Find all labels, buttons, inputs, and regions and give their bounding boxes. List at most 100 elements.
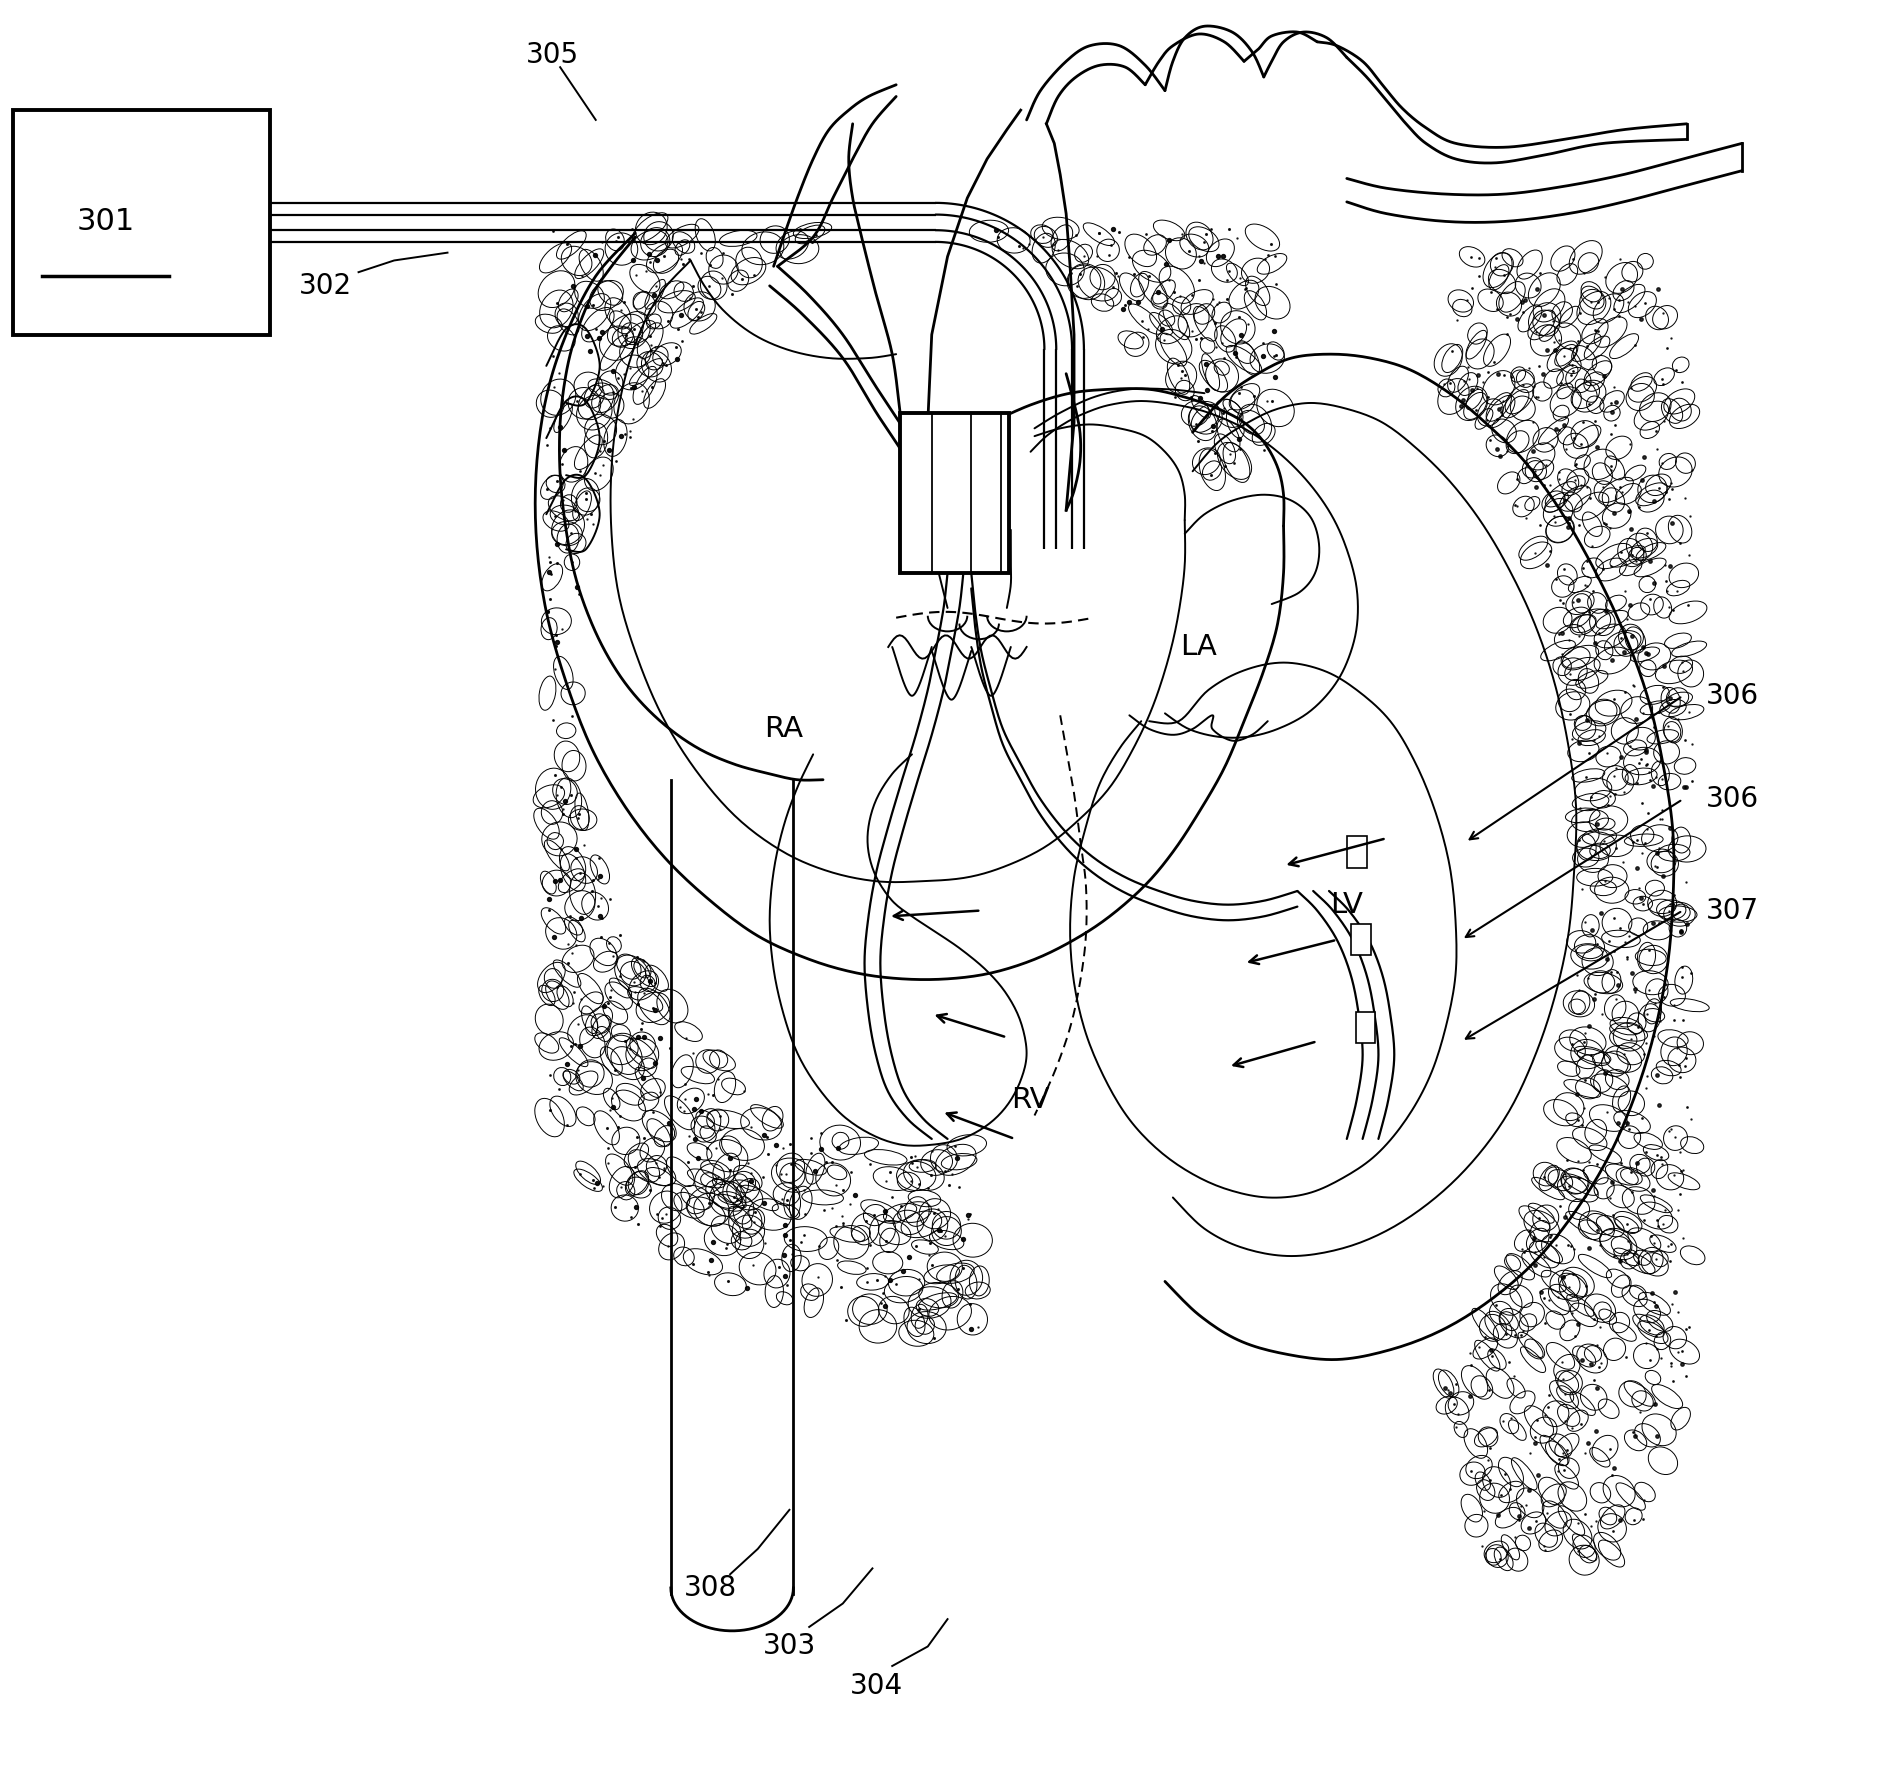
Point [1625,884,1656,912]
Point [1503,1502,1534,1531]
Point [1572,1272,1602,1301]
Point [1229,274,1260,303]
Point [1564,299,1595,328]
Point [535,549,565,577]
Point [1638,772,1669,800]
Point [1667,658,1697,686]
Point [900,1142,931,1171]
Point [1659,1160,1690,1189]
Point [1631,1062,1661,1091]
Point [539,217,569,246]
Point [1570,1066,1600,1094]
Point [540,761,571,789]
Point [611,321,641,349]
Point [601,446,632,474]
Text: 308: 308 [683,1574,736,1602]
Point [668,249,698,278]
Point [771,1262,801,1290]
Point [1258,317,1288,346]
Point [618,1153,649,1181]
Point [1231,274,1262,303]
Point [628,946,658,975]
Point [1456,1458,1486,1486]
Point [816,1194,847,1222]
Point [1534,470,1564,499]
Point [1646,449,1677,478]
Point [1484,1545,1515,1574]
Point [1519,1224,1549,1253]
Point [645,1212,676,1240]
Point [1553,1231,1583,1260]
Point [1646,764,1677,793]
Point [1673,1312,1703,1340]
Point [763,1253,794,1281]
Point [609,360,639,388]
Point [594,928,624,957]
Point [853,1255,883,1283]
Point [913,1240,944,1269]
Point [1555,699,1585,727]
Point [1256,230,1286,258]
Point [1654,896,1684,925]
Point [1203,242,1233,271]
Point [1469,1324,1500,1353]
Point [1104,262,1134,290]
Point [1669,772,1699,800]
Point [1589,827,1619,855]
Point [1648,1210,1678,1238]
Point [1226,435,1256,463]
Point [748,1121,778,1149]
Text: RA: RA [763,715,803,743]
Point [1492,321,1522,349]
Point [1572,572,1602,601]
Point [596,977,626,1005]
Text: RV: RV [1010,1085,1050,1114]
Point [1528,360,1559,388]
Point [805,1135,835,1164]
Point [1612,1238,1642,1267]
Point [1163,351,1193,380]
Point [1562,1538,1593,1566]
Point [1583,289,1614,317]
Point [702,1162,733,1190]
Point [1191,349,1222,378]
Point [649,1155,679,1183]
Point [1564,729,1595,757]
Point [1591,1059,1621,1087]
Point [1618,1417,1648,1445]
Point [1625,305,1656,333]
Point [1652,335,1682,364]
Point [826,1272,856,1301]
Point [1619,978,1650,1007]
Point [1667,1336,1697,1365]
Point [1600,834,1631,862]
Point [1104,217,1134,246]
Point [923,1215,953,1244]
Point [1656,324,1686,353]
Point [1201,333,1231,362]
Point [1665,1157,1696,1185]
Point [1572,331,1602,360]
Point [1262,340,1292,369]
Point [1646,797,1677,825]
Point [1482,435,1513,463]
Point [533,474,563,503]
Point [1576,1041,1606,1069]
Point [1648,862,1678,891]
Point [828,1201,858,1230]
Point [533,896,563,925]
Point [1562,1146,1593,1174]
Text: LA: LA [1180,633,1216,661]
Point [1677,766,1707,795]
Point [1597,645,1627,674]
Point [1226,399,1256,428]
Point [1576,483,1606,511]
Point [1555,1272,1585,1301]
Point [775,1130,805,1158]
Point [803,1263,834,1292]
Point [1671,1315,1701,1344]
Point [1191,376,1222,405]
Point [1547,1263,1578,1292]
Point [870,1292,900,1320]
Point [1654,1246,1684,1274]
